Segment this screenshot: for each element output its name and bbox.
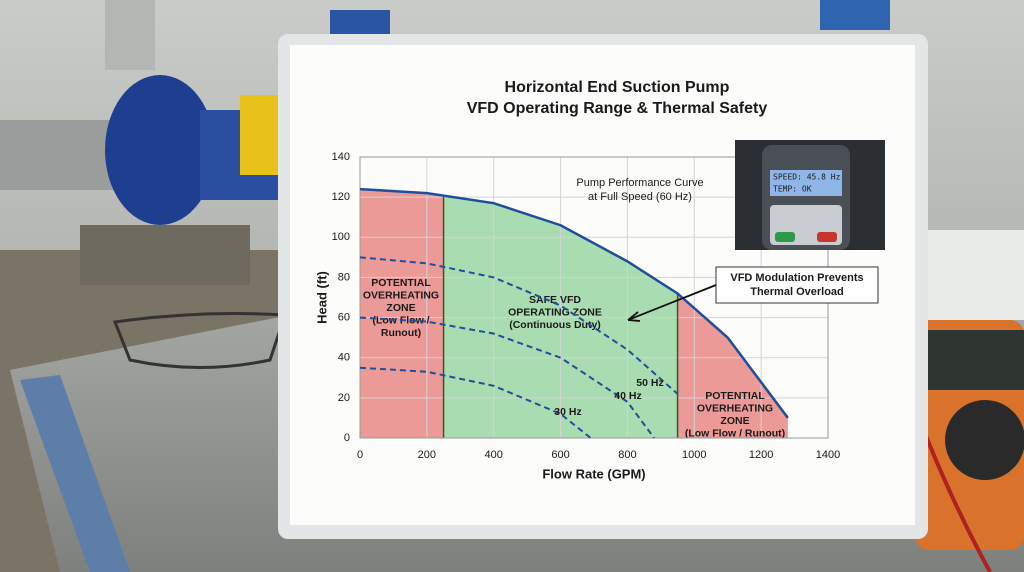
series-label: 50 Hz: [636, 377, 663, 389]
y-tick-label: 60: [338, 311, 350, 323]
annotation: VFD Modulation Prevents: [730, 272, 863, 284]
zone-label: OPERATING ZONE: [508, 306, 602, 318]
zone-label: (Continuous Duty): [509, 319, 601, 331]
zone-label: POTENTIAL: [371, 277, 431, 289]
display-line: TEMP: OK: [773, 185, 812, 194]
x-tick-label: 1000: [682, 449, 706, 461]
zone-label: OVERHEATING: [363, 289, 439, 301]
x-tick-label: 600: [551, 449, 569, 461]
curve-label: Pump Performance Curve: [576, 177, 703, 189]
y-tick-label: 0: [344, 432, 350, 444]
x-tick-label: 800: [618, 449, 636, 461]
series-line: [359, 256, 679, 395]
series-label: 40 Hz: [614, 390, 641, 402]
zone-label: ZONE: [386, 302, 415, 314]
annotation: Thermal Overload: [750, 286, 844, 298]
y-tick-label: 80: [338, 271, 350, 283]
x-tick-label: 200: [418, 449, 436, 461]
annotation-arrow: [627, 284, 717, 322]
zone: [677, 293, 788, 438]
x-tick-label: 1400: [816, 449, 840, 461]
pump: [0, 0, 890, 285]
display-line: SPEED: 45.8 Hz: [773, 173, 841, 182]
y-tick-label: 20: [338, 392, 350, 404]
zone-label: ZONE: [720, 415, 749, 427]
zone: [360, 189, 444, 438]
x-tick-label: 400: [485, 449, 503, 461]
zone-label: POTENTIAL: [705, 390, 765, 402]
zone-label: OVERHEATING: [697, 402, 773, 414]
vfd-panel: SPEED: 45.8 Hz TEMP: OK: [735, 140, 885, 250]
y-tick-label: 140: [332, 151, 350, 163]
series-line: [359, 187, 789, 419]
curve-label: at Full Speed (60 Hz): [588, 191, 692, 203]
x-tick-label: 0: [357, 449, 363, 461]
series-line: [359, 316, 655, 439]
table-leg: [20, 375, 130, 572]
x-axis-label: Flow Rate (GPM): [542, 466, 645, 481]
chart-title: VFD Operating Range & Thermal Safety: [467, 100, 768, 117]
series-label: 30 Hz: [554, 406, 581, 418]
zone-label: SAFE VFD: [529, 294, 581, 306]
x-tick-label: 1200: [749, 449, 773, 461]
y-tick-label: 100: [332, 231, 350, 243]
series-line: [359, 366, 592, 439]
chart-title: Horizontal End Suction Pump: [505, 79, 730, 96]
y-tick-label: 120: [332, 191, 350, 203]
y-axis-label: Head (ft): [314, 271, 329, 324]
zone-label: Runout): [381, 327, 421, 339]
chart: Horizontal End Suction Pump VFD Operating…: [314, 79, 879, 481]
y-tick-label: 40: [338, 352, 350, 364]
paper: [925, 230, 1024, 320]
zone-label: (Low Flow / Runout): [685, 427, 785, 439]
